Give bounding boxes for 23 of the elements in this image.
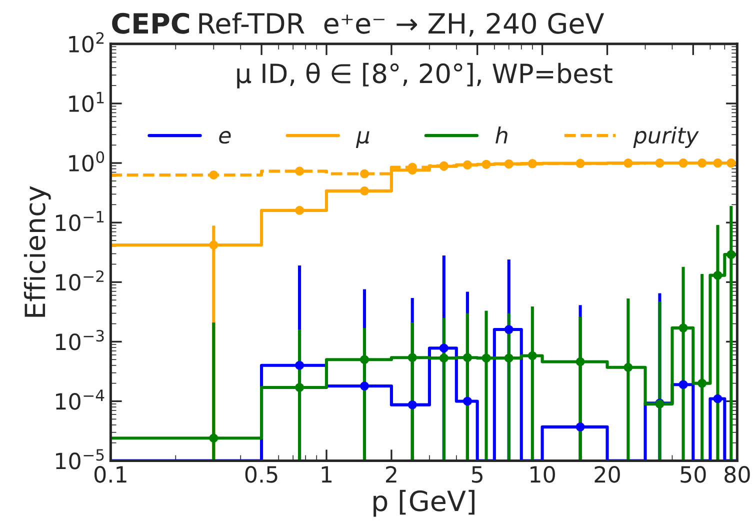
legend-label: h bbox=[496, 126, 508, 144]
y-tick-label: 10$^{0}$ bbox=[69, 151, 104, 172]
y-tick-label: 10$^{1}$ bbox=[69, 92, 104, 112]
legend-label: μ bbox=[356, 131, 370, 148]
x-tick-label: 10 bbox=[530, 466, 555, 483]
y-tick-label: 10$^{2}$ bbox=[69, 32, 104, 53]
x-tick-label: 50 bbox=[680, 466, 706, 483]
legend-label: e bbox=[219, 130, 231, 144]
x-tick-label: 5 bbox=[472, 466, 482, 483]
text: μ ID, θ ∈ [8°, 20°], WP=best bbox=[237, 62, 612, 88]
x-tick-label: 80 bbox=[724, 466, 750, 483]
y-tick-label: 10$^{−4}$ bbox=[56, 390, 104, 410]
y-axis-title: Efficiency bbox=[24, 186, 51, 317]
x-tick-label: 2 bbox=[386, 466, 396, 483]
x-tick-label: 0.5 bbox=[245, 466, 278, 483]
chart-title: CEPC Ref-TDR e⁺e⁻ → ZH, 240 GeV bbox=[112, 12, 604, 37]
x-tick-label: 20 bbox=[594, 466, 620, 483]
y-tick-label: 10$^{−2}$ bbox=[56, 270, 104, 291]
legend-label: purity bbox=[633, 126, 699, 148]
y-tick-label: 10$^{−1}$ bbox=[56, 211, 104, 232]
y-tick-label: 10$^{−3}$ bbox=[56, 330, 104, 350]
x-tick-label: 1 bbox=[322, 466, 332, 483]
x-axis-title: p [GeV] bbox=[374, 490, 474, 517]
